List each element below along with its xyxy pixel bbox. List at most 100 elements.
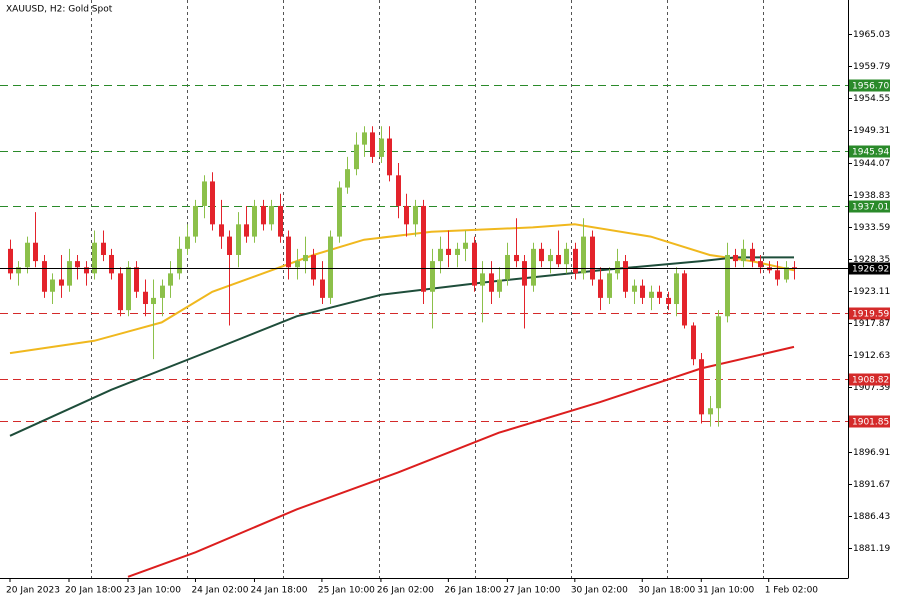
candle-body xyxy=(25,242,30,268)
y-tick-label: 1891.67 xyxy=(853,480,890,490)
candle-body xyxy=(463,242,468,249)
candle-body xyxy=(691,325,696,360)
candle-body xyxy=(522,261,527,286)
candle-body xyxy=(404,205,409,225)
candle-body xyxy=(345,169,350,188)
candle-body xyxy=(396,175,401,206)
candle-body xyxy=(674,273,679,305)
candle-body xyxy=(134,267,139,292)
level-label: 1945.94 xyxy=(852,148,889,158)
candle-body xyxy=(590,236,595,280)
candle-body xyxy=(607,273,612,298)
candle-body xyxy=(244,224,249,237)
y-tick-label: 1949.31 xyxy=(853,126,890,136)
candle-body xyxy=(362,132,367,145)
y-tick-label: 1928.35 xyxy=(853,255,890,265)
x-tick-label: 1 Feb 02:00 xyxy=(765,586,819,596)
candle-body xyxy=(269,205,274,225)
candle-body xyxy=(505,254,510,280)
candle-body xyxy=(16,267,21,274)
x-tick-label: 25 Jan 10:00 xyxy=(318,586,375,596)
candle-body xyxy=(421,205,426,292)
candle-body xyxy=(75,261,80,268)
x-tick-label: 26 Jan 18:00 xyxy=(444,586,501,596)
candle-body xyxy=(278,205,283,237)
candle-body xyxy=(497,279,502,292)
axis-area xyxy=(0,578,900,600)
candle-body xyxy=(118,273,123,311)
candle-body xyxy=(236,224,241,255)
x-tick-label: 26 Jan 02:00 xyxy=(377,586,434,596)
level-label: 1919.59 xyxy=(852,310,889,320)
candle-body xyxy=(168,273,173,286)
candle-body xyxy=(33,242,38,262)
x-tick-label: 24 Jan 02:00 xyxy=(191,586,248,596)
candle-body xyxy=(286,236,291,268)
moving-average xyxy=(9,223,795,355)
candle-body xyxy=(758,261,763,268)
level-label-box xyxy=(849,373,890,386)
candle-body xyxy=(109,254,114,274)
candle-body xyxy=(328,236,333,298)
x-tick-label: 30 Jan 18:00 xyxy=(638,586,695,596)
y-tick-label: 1959.79 xyxy=(853,62,890,72)
candle-body xyxy=(101,242,106,255)
candle-body xyxy=(699,359,704,415)
level-label-box xyxy=(849,145,890,158)
candle-body xyxy=(210,181,215,225)
candle-body xyxy=(615,261,620,274)
candle-body xyxy=(379,138,384,157)
candle-body xyxy=(311,254,316,280)
x-tick-label: 20 Jan 2023 xyxy=(6,586,60,596)
candle-body xyxy=(455,248,460,255)
candle-body xyxy=(472,242,477,286)
candle-body xyxy=(67,261,72,286)
y-tick-label: 1923.11 xyxy=(853,287,890,297)
candle-body xyxy=(84,267,89,274)
candle-body xyxy=(227,236,232,255)
y-tick-label: 1954.55 xyxy=(853,94,890,104)
candle-body xyxy=(708,408,713,415)
candle-body xyxy=(193,205,198,237)
candle-body xyxy=(792,267,797,269)
candle-body xyxy=(556,254,561,265)
candle-body xyxy=(219,224,224,237)
candle-body xyxy=(354,144,359,170)
candle-body xyxy=(531,248,536,286)
x-tick-label: 27 Jan 10:00 xyxy=(503,586,560,596)
candle-body xyxy=(295,261,300,268)
candle-body xyxy=(50,279,55,292)
v-grid xyxy=(91,0,764,578)
x-tick-label: 20 Jan 18:00 xyxy=(65,586,122,596)
x-tick-label: 30 Jan 02:00 xyxy=(571,586,628,596)
candle-body xyxy=(548,254,553,262)
level-label: 1908.82 xyxy=(852,376,889,386)
candle-body xyxy=(649,291,654,298)
candle-body xyxy=(446,248,451,255)
candle-body xyxy=(623,261,628,292)
candle-body xyxy=(514,254,519,262)
candle-body xyxy=(750,248,755,262)
candle-body xyxy=(598,279,603,298)
y-tick-label: 1912.63 xyxy=(853,351,890,361)
candle-body xyxy=(573,248,578,274)
axis-area xyxy=(848,0,900,600)
chart-title: XAUUSD, H2: Gold Spot xyxy=(6,5,113,15)
moving-average xyxy=(127,345,795,578)
candle-body xyxy=(143,291,148,305)
x-tick-label: 31 Jan 10:00 xyxy=(697,586,754,596)
candle-body xyxy=(59,279,64,286)
candle-body xyxy=(177,248,182,274)
y-tick-label: 1933.59 xyxy=(853,223,890,233)
candle-body xyxy=(480,273,485,286)
x-tick-label: 23 Jan 10:00 xyxy=(124,586,181,596)
level-label: 1956.70 xyxy=(852,82,889,92)
candle-body xyxy=(42,261,47,292)
candle-body xyxy=(387,138,392,176)
candle-body xyxy=(489,273,494,292)
level-label-box xyxy=(849,79,890,92)
candle-body xyxy=(775,270,780,280)
level-label: 1901.85 xyxy=(852,418,889,428)
y-tick-label: 1907.39 xyxy=(853,383,890,393)
